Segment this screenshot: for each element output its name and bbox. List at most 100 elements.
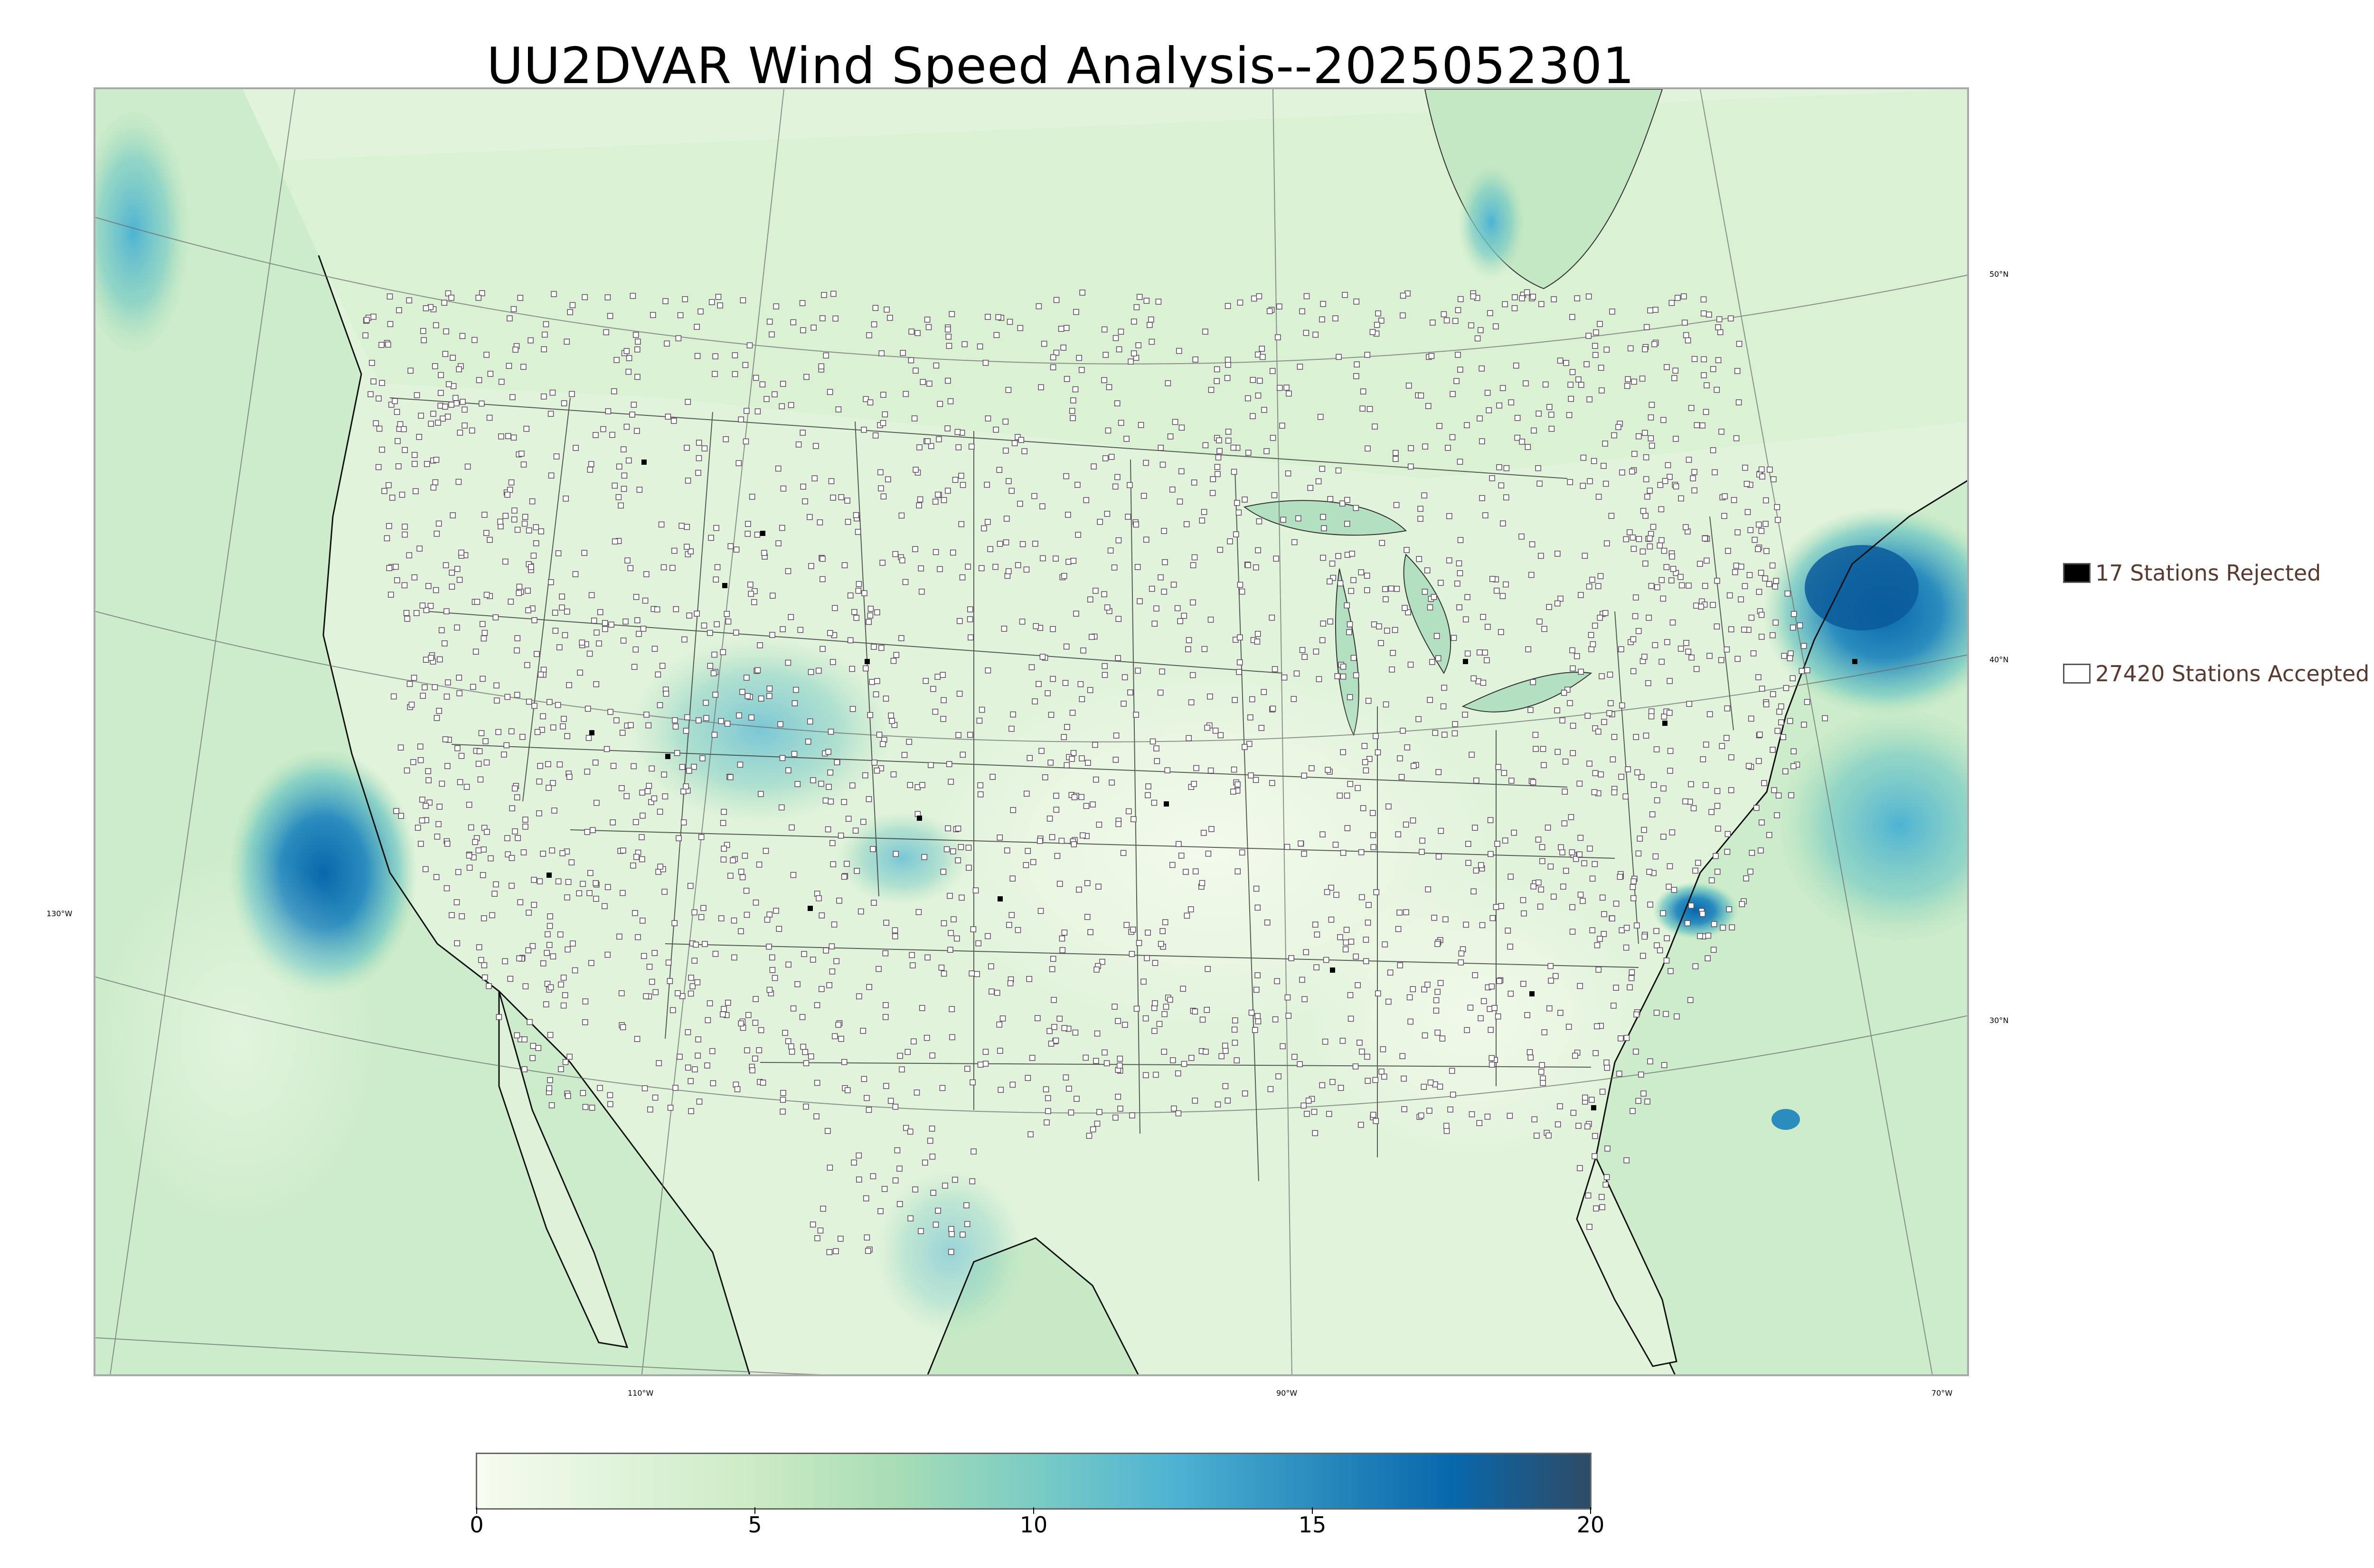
- station-marker: [1642, 346, 1648, 353]
- station-marker: [559, 604, 565, 611]
- station-marker: [732, 352, 738, 358]
- station-marker: [1541, 1029, 1548, 1035]
- station-marker: [455, 869, 462, 875]
- station-marker: [1539, 858, 1545, 864]
- station-marker: [1440, 703, 1447, 710]
- station-marker: [952, 1176, 958, 1183]
- station-marker: [1595, 583, 1602, 590]
- station-marker: [644, 788, 651, 795]
- station-marker: [998, 1087, 1004, 1093]
- station-marker: [425, 777, 432, 783]
- station-marker: [724, 721, 731, 727]
- station-marker: [965, 563, 971, 570]
- station-marker: [684, 714, 690, 721]
- station-marker: [395, 438, 401, 444]
- station-marker: [505, 851, 511, 858]
- station-marker: [988, 963, 994, 969]
- station-marker: [1317, 413, 1324, 420]
- station-marker: [1190, 599, 1196, 606]
- station-marker: [1313, 964, 1319, 971]
- station-marker: [920, 379, 926, 385]
- station-marker: [1404, 547, 1410, 553]
- station-marker: [743, 888, 750, 894]
- station-marker: [474, 599, 480, 605]
- station-marker: [1601, 931, 1607, 937]
- station-marker: [537, 878, 543, 884]
- station-marker: [1496, 464, 1502, 470]
- station-marker: [401, 582, 408, 589]
- station-marker: [791, 700, 798, 706]
- station-marker: [1787, 718, 1793, 724]
- station-marker: [698, 834, 705, 840]
- station-marker: [1634, 922, 1640, 929]
- station-marker: [1217, 546, 1224, 553]
- station-marker: [458, 549, 464, 556]
- station-marker: [483, 759, 490, 766]
- station-marker: [1538, 886, 1544, 893]
- wind-speed-map[interactable]: [94, 87, 1969, 1376]
- station-marker: [878, 645, 885, 651]
- station-marker: [507, 487, 513, 493]
- station-marker: [751, 599, 757, 605]
- station-marker: [670, 418, 677, 424]
- station-marker: [964, 1066, 970, 1072]
- station-marker: [1153, 745, 1159, 751]
- station-marker: [1495, 1013, 1501, 1020]
- station-marker: [1706, 711, 1713, 717]
- station-marker: [511, 516, 518, 523]
- station-marker: [1053, 349, 1060, 356]
- station-marker: [373, 420, 379, 426]
- station-marker: [748, 591, 754, 597]
- station-marker: [1053, 807, 1060, 813]
- station-marker: [1534, 1132, 1540, 1139]
- station-marker: [1427, 1080, 1434, 1086]
- station-marker: [835, 1022, 841, 1028]
- station-marker: [421, 337, 427, 343]
- station-marker: [907, 1128, 914, 1135]
- station-marker: [829, 659, 836, 665]
- station-marker: [864, 1234, 870, 1241]
- station-marker: [1373, 733, 1379, 739]
- station-marker: [491, 891, 498, 897]
- station-marker: [540, 960, 546, 967]
- station-marker: [1234, 868, 1241, 874]
- station-marker: [1069, 756, 1075, 762]
- station-marker: [671, 547, 678, 554]
- station-marker: [1192, 1008, 1198, 1015]
- station-marker: [1595, 967, 1602, 973]
- station-marker: [416, 545, 423, 552]
- station-marker: [567, 309, 573, 315]
- station-marker: [657, 808, 663, 815]
- station-marker: [883, 920, 889, 926]
- station-marker: [1591, 458, 1597, 464]
- station-marker: [1330, 574, 1337, 581]
- station-marker: [565, 946, 571, 953]
- station-marker: [1010, 807, 1017, 813]
- station-marker: [1303, 293, 1310, 300]
- station-marker: [1530, 679, 1536, 685]
- station-marker: [1503, 465, 1510, 471]
- station-marker: [512, 785, 518, 792]
- station-marker: [1455, 352, 1461, 358]
- station-marker: [1344, 792, 1350, 799]
- station-marker: [1675, 295, 1681, 301]
- station-marker: [780, 1097, 786, 1103]
- station-marker: [651, 795, 658, 802]
- station-marker: [1299, 647, 1306, 653]
- station-marker: [1120, 850, 1127, 856]
- station-marker: [425, 583, 432, 589]
- station-marker: [1790, 763, 1797, 770]
- colorbar-tick-mark: [754, 1507, 755, 1514]
- station-marker: [645, 722, 652, 729]
- station-marker: [1715, 357, 1722, 364]
- station-marker: [545, 931, 551, 938]
- station-marker: [893, 652, 900, 658]
- station-marker: [1667, 678, 1673, 684]
- station-marker: [691, 909, 697, 916]
- station-marker: [433, 715, 440, 721]
- station-marker: [1224, 375, 1231, 381]
- rejected-station-marker: [722, 583, 727, 588]
- station-marker: [1042, 774, 1048, 780]
- station-marker: [626, 355, 632, 361]
- station-marker: [607, 1101, 613, 1108]
